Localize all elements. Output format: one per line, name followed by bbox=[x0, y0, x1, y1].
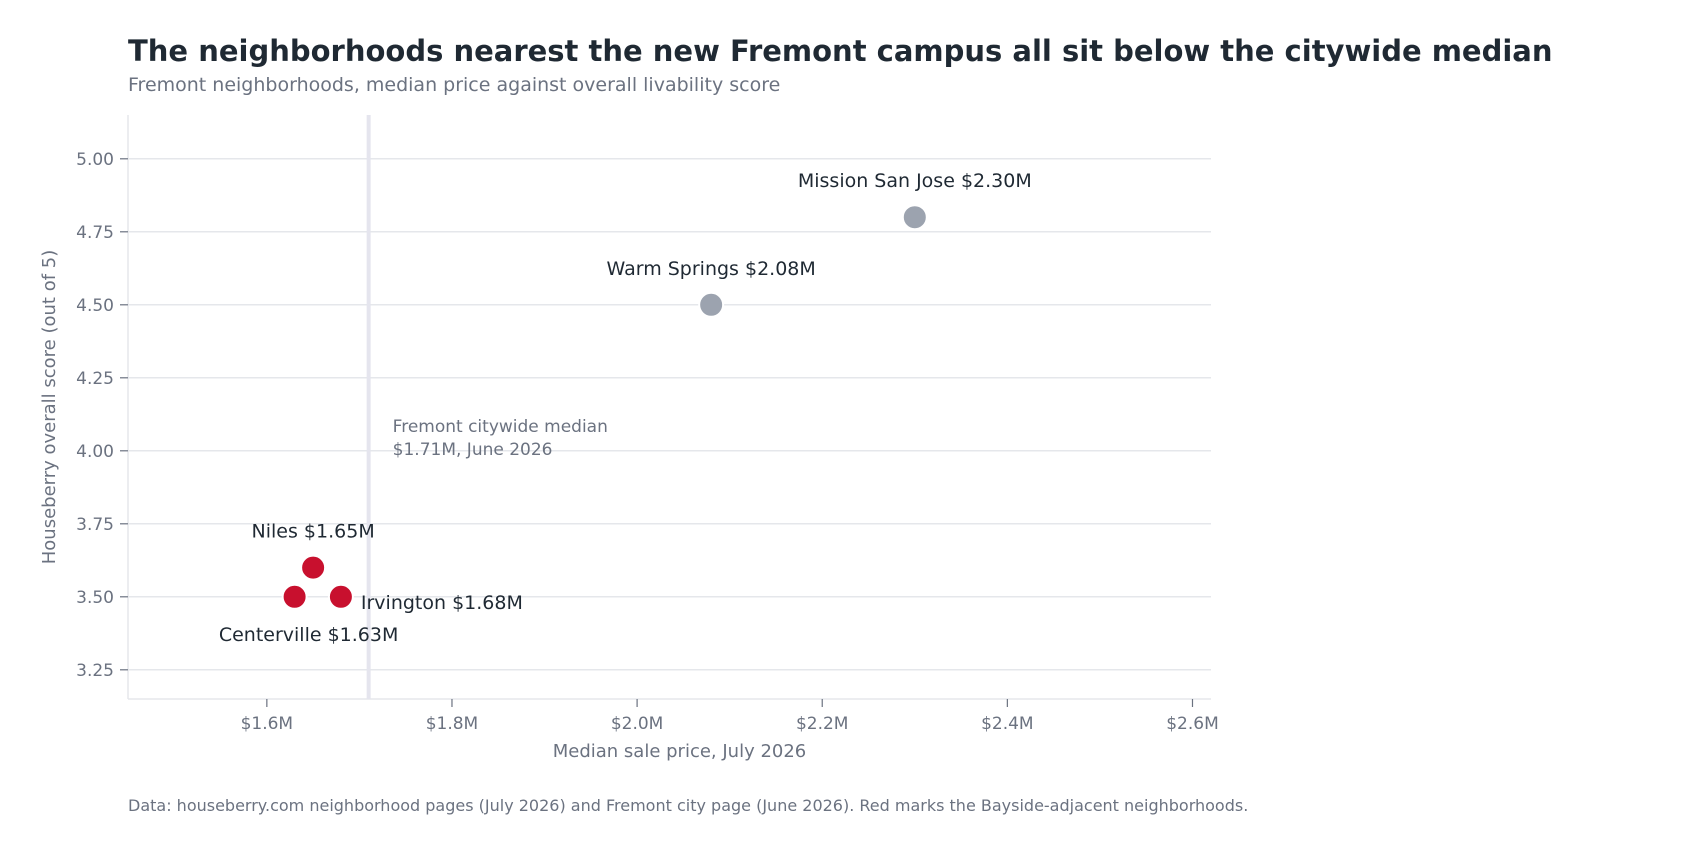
label-irvington: Irvington $1.68M bbox=[361, 592, 523, 614]
scatter-chart: Fremont citywide median $1.71M, June 2026… bbox=[39, 115, 1219, 762]
y-tick-label: 4.75 bbox=[76, 223, 114, 243]
x-axis: $1.6M $1.8M $2.0M $2.2M $2.4M $2.6M bbox=[241, 699, 1219, 734]
y-tick-label: 3.75 bbox=[76, 515, 114, 535]
y-tick-label: 4.50 bbox=[76, 296, 114, 316]
x-tick-label: $2.6M bbox=[1166, 714, 1219, 734]
label-niles: Niles $1.65M bbox=[252, 521, 375, 543]
footnote: Data: houseberry.com neighborhood pages … bbox=[128, 796, 1249, 815]
data-points bbox=[281, 204, 928, 610]
y-tick-label: 3.25 bbox=[76, 661, 114, 681]
x-tick-label: $2.0M bbox=[611, 714, 664, 734]
reference-line-group: Fremont citywide median $1.71M, June 2026 bbox=[366, 115, 608, 699]
y-axis-label: Houseberry overall score (out of 5) bbox=[39, 250, 60, 565]
point-labels: Mission San Jose $2.30M Warm Springs $2.0… bbox=[219, 170, 1032, 646]
label-centerville: Centerville $1.63M bbox=[219, 624, 399, 646]
point-irvington bbox=[327, 583, 354, 610]
chart-title: The neighborhoods nearest the new Fremon… bbox=[128, 34, 1553, 68]
grid-lines bbox=[128, 158, 1211, 671]
label-warm-springs: Warm Springs $2.08M bbox=[607, 258, 816, 280]
y-tick-label: 4.25 bbox=[76, 369, 114, 389]
x-axis-label: Median sale price, July 2026 bbox=[553, 741, 807, 762]
y-tick-label: 4.00 bbox=[76, 442, 114, 462]
y-tick-label: 3.50 bbox=[76, 588, 114, 608]
point-warm-springs bbox=[698, 291, 725, 318]
point-mission-san-jose bbox=[901, 204, 928, 231]
x-tick-label: $1.8M bbox=[426, 714, 479, 734]
reference-label-line2: $1.71M, June 2026 bbox=[393, 440, 553, 460]
chart-subtitle: Fremont neighborhoods, median price agai… bbox=[128, 74, 781, 96]
reference-label-line1: Fremont citywide median bbox=[393, 417, 608, 437]
x-tick-label: $2.4M bbox=[981, 714, 1034, 734]
y-axis: 3.25 3.50 3.75 4.00 4.25 4.50 4.75 5.00 bbox=[76, 150, 128, 681]
label-mission-san-jose: Mission San Jose $2.30M bbox=[798, 170, 1032, 192]
plot-frame bbox=[127, 115, 1211, 700]
x-tick-label: $1.6M bbox=[241, 714, 294, 734]
point-centerville bbox=[281, 583, 308, 610]
x-tick-label: $2.2M bbox=[796, 714, 849, 734]
y-tick-label: 5.00 bbox=[76, 150, 114, 170]
point-niles bbox=[300, 554, 327, 581]
